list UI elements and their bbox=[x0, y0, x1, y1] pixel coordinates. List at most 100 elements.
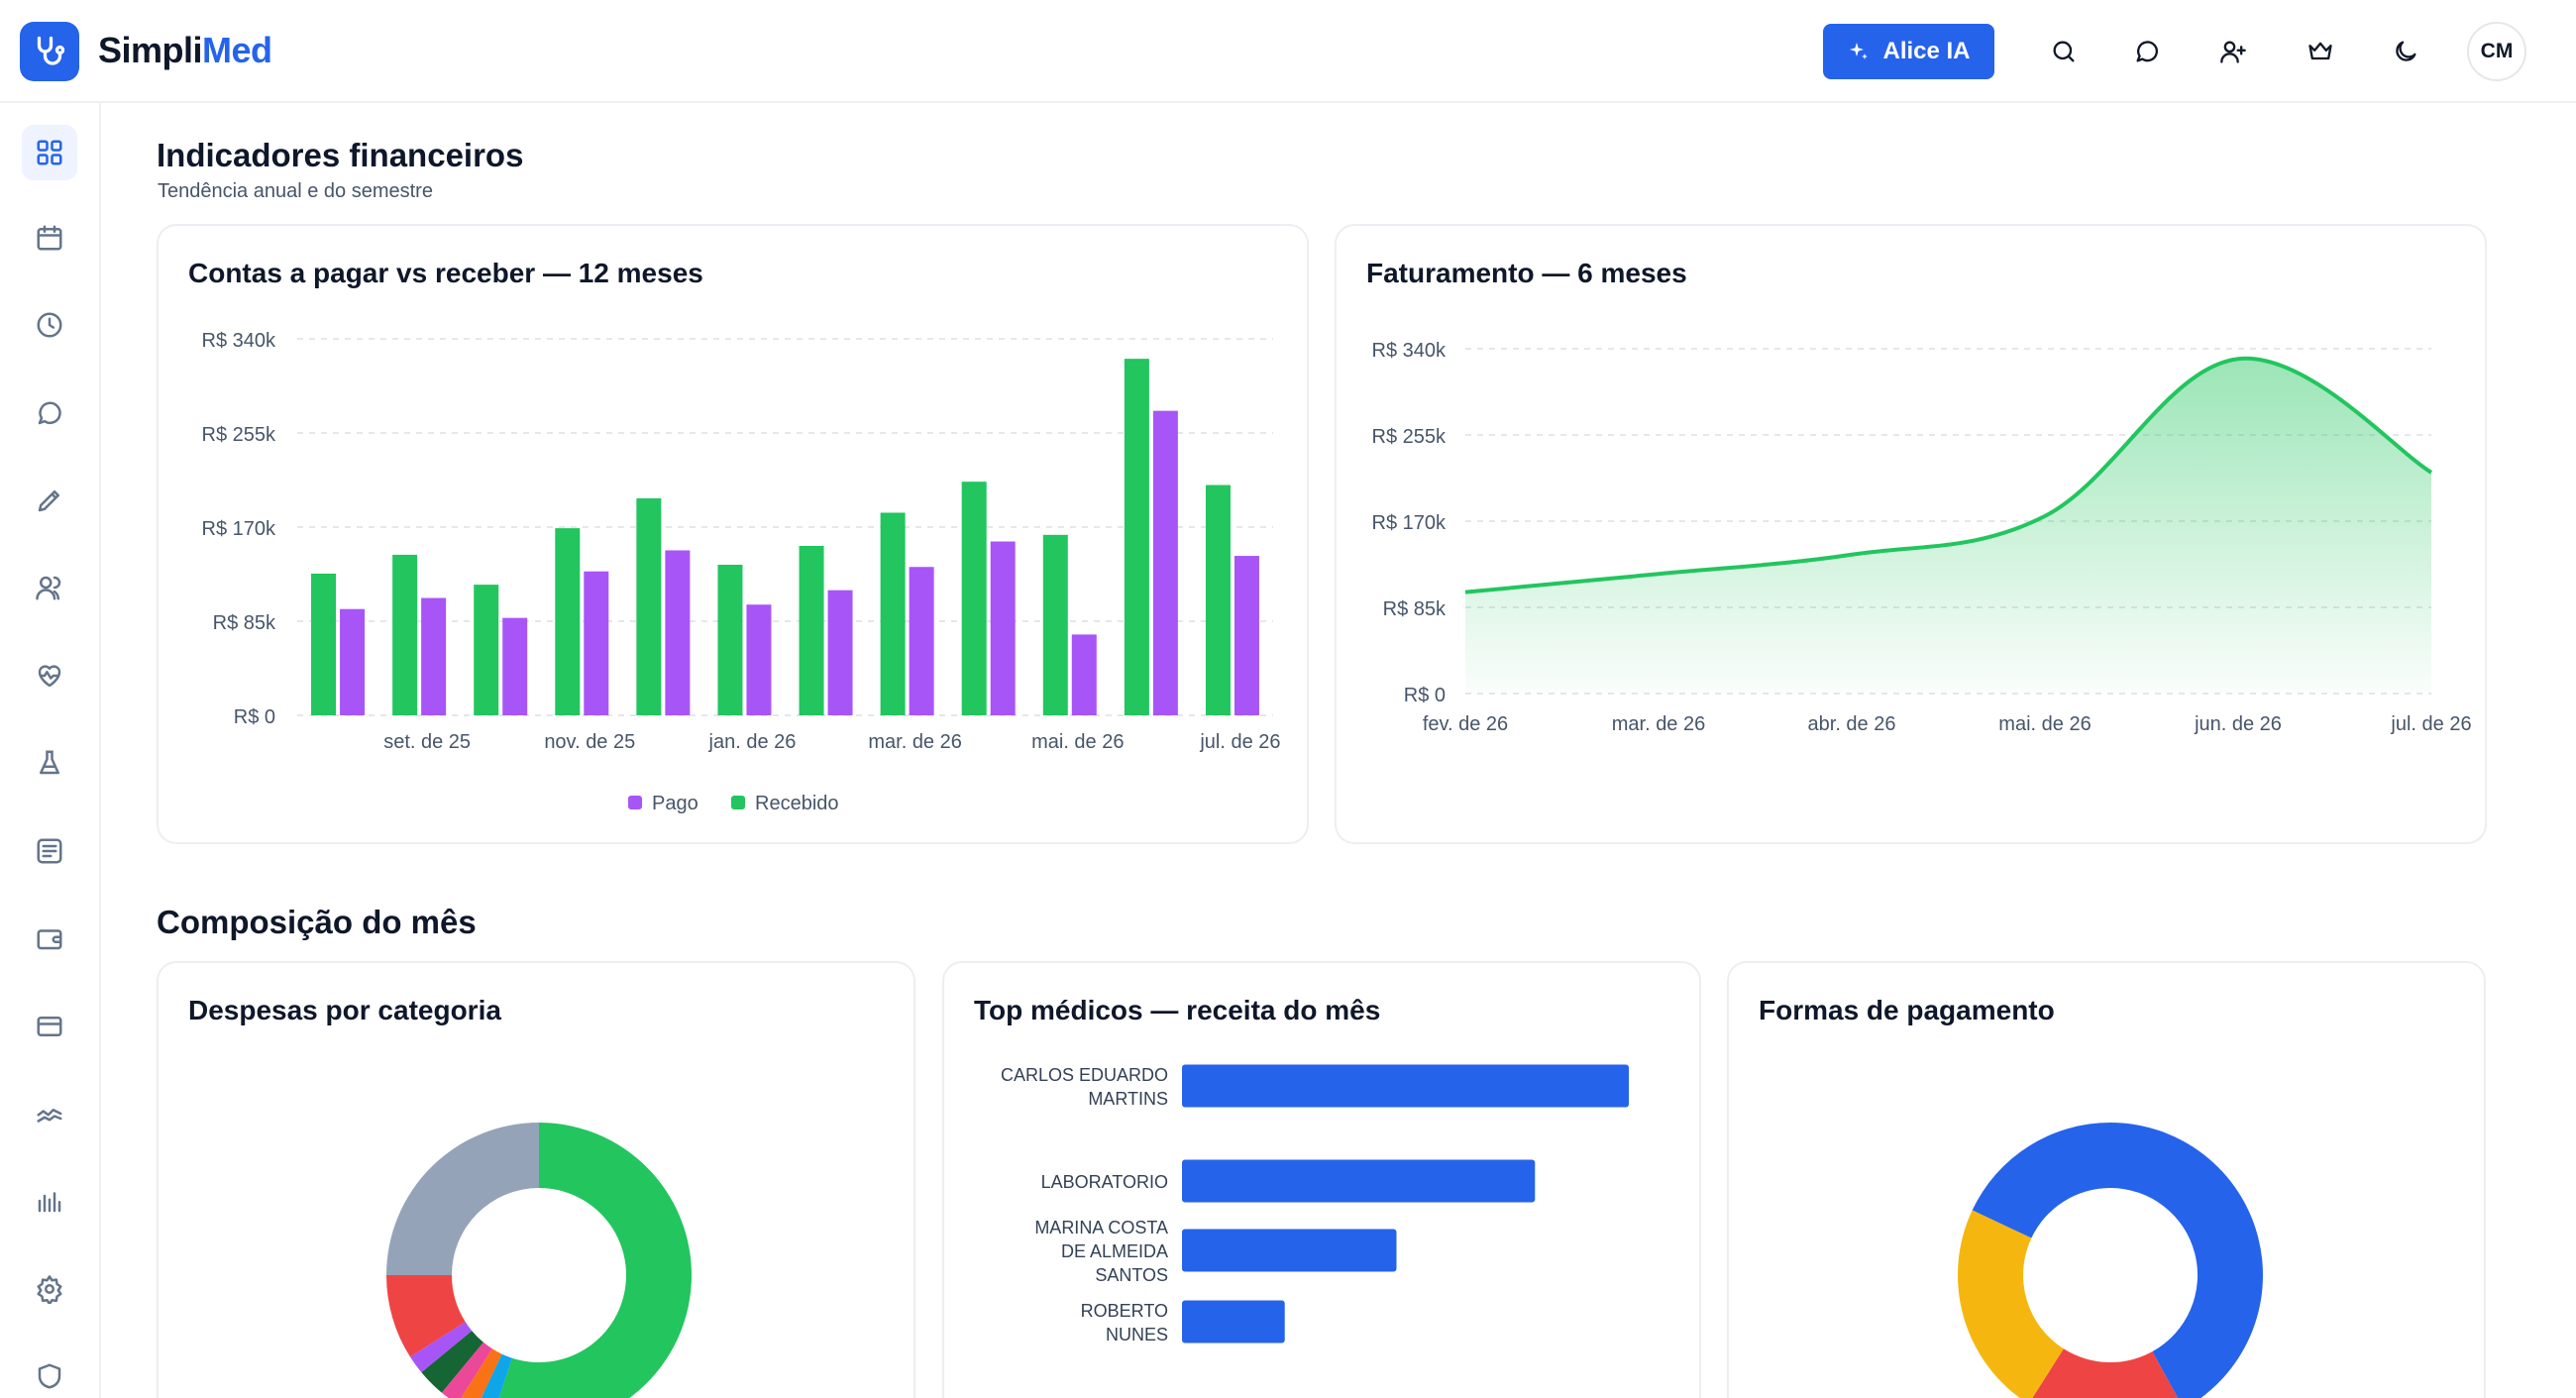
y-tick-label: R$ 340k bbox=[202, 330, 276, 352]
sidebar-item-trends[interactable] bbox=[22, 1086, 77, 1141]
premium-button[interactable] bbox=[2301, 32, 2340, 71]
bar-pago bbox=[340, 608, 366, 715]
x-tick-label: jul. de 26 bbox=[1199, 731, 1280, 753]
sparkles-icon bbox=[1850, 43, 1869, 59]
bar-recebido bbox=[555, 528, 581, 715]
theme-toggle[interactable] bbox=[2386, 32, 2425, 71]
chat-icon bbox=[2136, 41, 2158, 62]
search-button[interactable] bbox=[2044, 32, 2084, 71]
y-tick-label: R$ 0 bbox=[1404, 685, 1446, 706]
sidebar-item-messages[interactable] bbox=[22, 385, 77, 441]
bar-pago bbox=[665, 550, 691, 715]
sidebar-item-payments[interactable] bbox=[22, 999, 77, 1054]
sidebar-item-wallet[interactable] bbox=[22, 911, 77, 966]
x-tick-label: fev. de 26 bbox=[1423, 713, 1508, 735]
bar-recebido bbox=[311, 573, 337, 715]
sidebar-item-notes[interactable] bbox=[22, 473, 77, 528]
bar-chart-icon bbox=[38, 1192, 61, 1213]
bar-pago bbox=[1234, 556, 1259, 715]
alice-ai-label: Alice IA bbox=[1882, 38, 1971, 64]
bar-pago bbox=[1071, 634, 1097, 715]
donut-slice bbox=[441, 1342, 492, 1398]
clock-icon bbox=[37, 312, 62, 338]
donut-slice bbox=[409, 1322, 473, 1373]
heart-pulse-icon bbox=[38, 665, 61, 688]
donut-slice bbox=[2032, 1348, 2179, 1398]
avatar-initials: CM bbox=[2480, 40, 2514, 62]
payments-donut-chart bbox=[1958, 1123, 2263, 1398]
gear-icon bbox=[37, 1275, 62, 1304]
y-tick-label: R$ 0 bbox=[234, 706, 275, 728]
add-user-button[interactable] bbox=[2213, 32, 2253, 71]
x-tick-label: mar. de 26 bbox=[1612, 713, 1706, 735]
wallet-icon bbox=[37, 929, 62, 950]
y-tick-label: R$ 85k bbox=[213, 612, 276, 634]
sidebar-item-history[interactable] bbox=[22, 297, 77, 353]
revenue-chart: R$ 0 R$ 85k R$ 170k R$ 255k R$ 340k fev. de 2… bbox=[1372, 340, 2472, 735]
bar-recebido bbox=[880, 512, 906, 715]
y-tick-label: R$ 255k bbox=[202, 424, 276, 446]
sidebar-item-lab[interactable] bbox=[22, 735, 77, 791]
x-tick-label: jun. de 26 bbox=[2194, 713, 2282, 735]
sidebar-item-records[interactable] bbox=[22, 823, 77, 879]
bar-recebido bbox=[717, 565, 743, 715]
crown-icon bbox=[2308, 42, 2332, 60]
sidebar-item-patients[interactable] bbox=[22, 560, 77, 615]
sidebar-item-health[interactable] bbox=[22, 648, 77, 703]
expenses-chart-card: Despesas por categoria bbox=[157, 961, 915, 1398]
sidebar-item-reports[interactable] bbox=[22, 1173, 77, 1229]
y-tick-label: R$ 170k bbox=[202, 518, 276, 540]
legend-label-pago: Pago bbox=[652, 793, 698, 814]
doctors-bar-chart: CARLOS EDUARDO MARTINS LABORATORIO MARINA C… bbox=[1001, 1064, 1629, 1344]
sidebar-item-dashboard[interactable] bbox=[22, 125, 77, 180]
logo[interactable] bbox=[20, 22, 79, 81]
y-tick-label: R$ 85k bbox=[1383, 598, 1447, 620]
donut-slice bbox=[386, 1275, 466, 1357]
bar-recebido bbox=[1042, 534, 1068, 715]
doctor-label: LABORATORIO bbox=[1041, 1172, 1168, 1192]
calendar-icon bbox=[37, 225, 62, 251]
revenue-line bbox=[1464, 356, 2433, 594]
bar-recebido bbox=[961, 482, 987, 715]
bar-recebido bbox=[799, 546, 824, 715]
doctor-bar bbox=[1182, 1229, 1397, 1272]
sidebar-item-settings[interactable] bbox=[22, 1261, 77, 1317]
chat-icon bbox=[38, 401, 61, 425]
bar-pago bbox=[421, 597, 447, 715]
x-tick-label: mai. de 26 bbox=[1998, 713, 2091, 735]
alice-ai-button[interactable]: Alice IA bbox=[1823, 24, 1994, 79]
bar-pago bbox=[584, 571, 609, 715]
legend-swatch-recebido bbox=[731, 796, 745, 809]
user-plus-icon bbox=[2220, 41, 2246, 63]
x-tick-label: set. de 25 bbox=[383, 731, 471, 753]
donut-slice bbox=[461, 1348, 502, 1398]
sidebar-item-calendar[interactable] bbox=[22, 210, 77, 266]
messages-button[interactable] bbox=[2127, 32, 2167, 71]
payments-chart-title: Formas de pagamento bbox=[1759, 995, 2055, 1025]
bar-pago bbox=[827, 590, 853, 715]
expenses-donut-chart bbox=[386, 1123, 692, 1398]
bar-recebido bbox=[1124, 359, 1149, 715]
bills-chart-title: Contas a pagar vs receber — 12 meses bbox=[188, 258, 703, 288]
doctor-label: ROBERTO bbox=[1081, 1301, 1168, 1321]
payments-chart-card: Formas de pagamento bbox=[1727, 961, 2486, 1398]
bar-recebido bbox=[392, 554, 418, 715]
revenue-area bbox=[1465, 358, 2431, 694]
sidebar-item-security[interactable] bbox=[22, 1348, 77, 1398]
x-tick-label: jan. de 26 bbox=[708, 731, 797, 753]
bar-recebido bbox=[1205, 484, 1231, 715]
doctor-label: MARTINS bbox=[1088, 1089, 1168, 1109]
credit-card-icon bbox=[37, 1017, 62, 1036]
stethoscope-icon bbox=[37, 36, 65, 65]
flask-icon bbox=[40, 750, 59, 775]
legend-swatch-pago bbox=[628, 796, 642, 809]
pencil-icon bbox=[38, 490, 59, 512]
users-icon bbox=[36, 576, 61, 600]
search-icon bbox=[2053, 41, 2075, 62]
bar-recebido bbox=[474, 585, 499, 715]
doctor-bar bbox=[1182, 1159, 1536, 1203]
avatar[interactable]: CM bbox=[2467, 22, 2526, 81]
doctors-chart-title: Top médicos — receita do mês bbox=[974, 995, 1381, 1025]
brand-name: SimpliMed bbox=[98, 30, 272, 70]
financial-section-title: Indicadores financeiros bbox=[157, 137, 524, 173]
